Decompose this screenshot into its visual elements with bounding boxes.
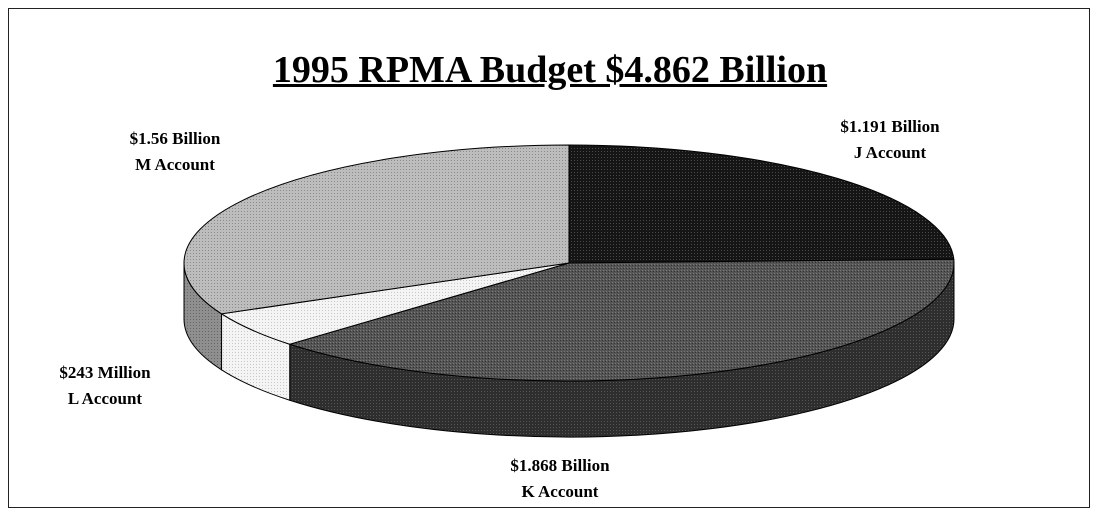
- label-m-name: M Account: [135, 155, 215, 174]
- chart-title: 1995 RPMA Budget $4.862 Billion: [272, 49, 828, 91]
- label-j-account: $1.191 Billion J Account: [800, 114, 980, 166]
- label-l-account: $243 Million L Account: [30, 360, 180, 412]
- label-l-name: L Account: [67, 389, 143, 408]
- label-k-account: $1.868 Billion K Account: [470, 453, 650, 505]
- label-j-amount: $1.191 Billion: [840, 117, 940, 136]
- pie-slice-m: [183, 144, 570, 315]
- pie-slice-j: [568, 144, 955, 264]
- label-l-amount: $243 Million: [59, 363, 151, 382]
- label-k-amount: $1.868 Billion: [510, 456, 610, 475]
- label-m-account: $1.56 Billion M Account: [95, 126, 255, 178]
- label-k-name: K Account: [521, 482, 599, 501]
- label-m-amount: $1.56 Billion: [129, 129, 221, 148]
- label-j-name: J Account: [853, 143, 927, 162]
- pie-slice-k: [288, 258, 955, 382]
